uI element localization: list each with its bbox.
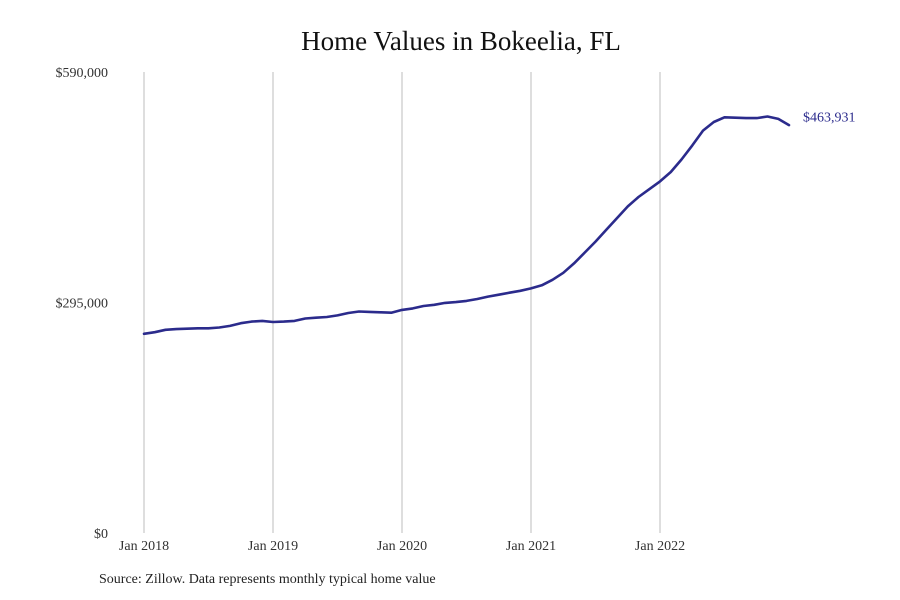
chart-title: Home Values in Bokeelia, FL [301,26,621,56]
source-note: Source: Zillow. Data represents monthly … [99,572,436,587]
x-tick-label: Jan 2019 [248,539,298,554]
y-tick-label: $0 [94,527,108,542]
end-value-label: $463,931 [803,111,856,126]
y-axis-ticks: $0 $295,000 $590,000 [56,66,109,542]
home-value-line [142,115,791,336]
gridlines [143,72,661,533]
x-tick-label: Jan 2022 [635,539,685,554]
x-axis-ticks: Jan 2018 Jan 2019 Jan 2020 Jan 2021 Jan 2022 [119,539,685,554]
x-tick-label: Jan 2018 [119,539,169,554]
x-tick-label: Jan 2021 [506,539,556,554]
y-tick-label: $590,000 [56,66,109,81]
x-tick-label: Jan 2020 [377,539,427,554]
y-tick-label: $295,000 [56,297,109,312]
